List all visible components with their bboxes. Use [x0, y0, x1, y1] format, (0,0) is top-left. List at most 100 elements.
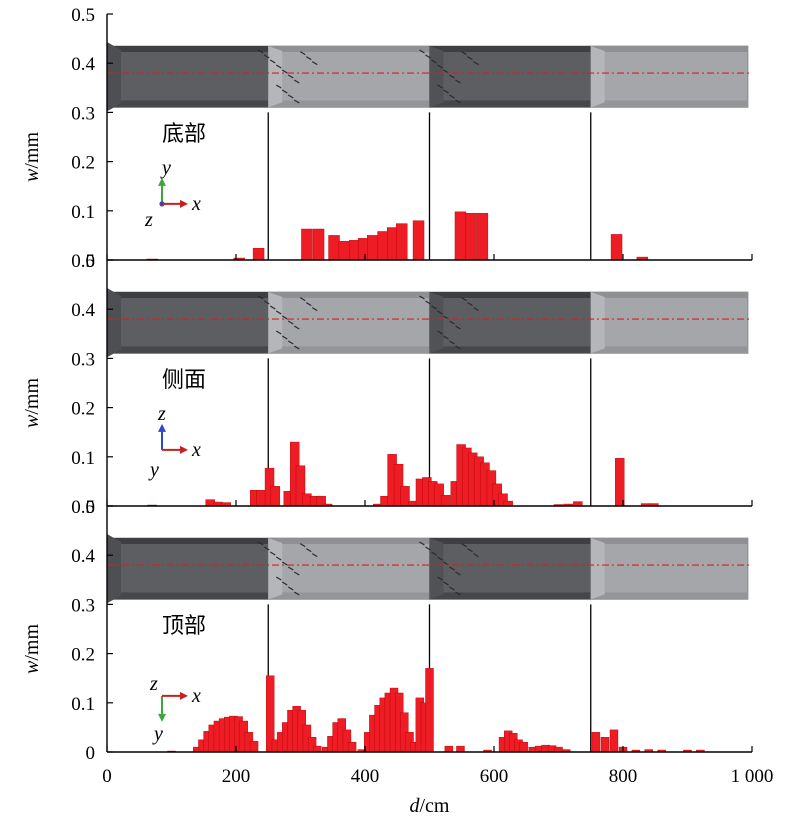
- crack-mark: [311, 307, 318, 312]
- crack-mark: [437, 84, 443, 89]
- pipe-joint: [590, 292, 605, 354]
- crack-mark: [287, 586, 294, 591]
- bar: [476, 213, 489, 261]
- crack-mark: [299, 51, 306, 56]
- crack-mark: [449, 340, 455, 345]
- crack-mark: [269, 551, 276, 556]
- crack-mark: [293, 99, 300, 104]
- pipe-end-cap: [107, 534, 121, 604]
- y-tick-label: 0: [86, 743, 96, 764]
- bar: [454, 211, 467, 261]
- crack-mark: [305, 302, 312, 307]
- bar: [256, 490, 266, 507]
- crack-mark: [449, 566, 455, 571]
- panel-1: 0 0.1 0.2 0.3 0.4 0.5 w/mm 底部 y z x: [21, 5, 753, 272]
- crack-mark: [473, 307, 479, 312]
- crack-mark: [455, 325, 461, 330]
- crack-mark: [443, 89, 449, 94]
- pipe-shade: [268, 46, 430, 52]
- crack-mark: [461, 51, 467, 56]
- y-tick-label: 0.4: [71, 54, 95, 75]
- bar: [440, 494, 451, 507]
- x-tick-label: 0: [102, 766, 112, 787]
- pipe-shade: [590, 292, 748, 298]
- y-tick-label: 0.2: [71, 153, 95, 174]
- bars: [146, 211, 649, 261]
- bar: [465, 213, 477, 261]
- crack-mark: [269, 59, 276, 64]
- crack-mark: [467, 56, 473, 61]
- pipe-shade: [107, 100, 269, 108]
- pipe-segment: [590, 291, 749, 354]
- crack-mark: [281, 69, 288, 74]
- bar: [396, 223, 408, 261]
- y-tick-label: 0.1: [71, 694, 95, 715]
- pipe-shade: [107, 46, 269, 52]
- crack-mark: [431, 305, 437, 310]
- crack-mark: [293, 571, 300, 576]
- pipe-segment: [590, 45, 749, 108]
- bar: [313, 745, 322, 753]
- y-axis-label: w/mm: [21, 378, 43, 428]
- pipe-segment: [267, 291, 430, 354]
- pipe-shade: [590, 346, 748, 354]
- crack-mark: [287, 94, 294, 99]
- crack-mark: [473, 553, 479, 558]
- crack-mark: [293, 345, 300, 350]
- crack-mark: [263, 300, 270, 305]
- crack-mark: [263, 54, 270, 59]
- pipe-shade: [107, 592, 269, 600]
- axis-triad: z y x: [149, 673, 201, 745]
- pipe-shade: [268, 292, 430, 298]
- crack-mark: [437, 330, 443, 335]
- crack-mark: [281, 335, 288, 340]
- crack-mark: [275, 330, 282, 335]
- crack-mark: [437, 64, 443, 69]
- y-tick-label: 0.3: [71, 103, 95, 124]
- crack-mark: [455, 571, 461, 576]
- bar: [591, 732, 601, 753]
- bar: [347, 741, 357, 753]
- bar: [600, 737, 610, 753]
- crack-mark: [461, 543, 467, 548]
- bar: [412, 220, 425, 261]
- bar: [377, 231, 389, 261]
- triad-label-y: y: [160, 157, 171, 179]
- bar: [328, 235, 340, 261]
- pipe-shade: [268, 592, 430, 600]
- pipe-segment: [429, 45, 592, 108]
- pipe-segment: [429, 291, 592, 354]
- crack-mark: [269, 305, 276, 310]
- pipe-segment: [106, 45, 269, 108]
- pipe-joint: [429, 538, 444, 600]
- bar: [609, 729, 619, 753]
- y-tick-label: 0.1: [71, 448, 95, 469]
- pipe-shade: [268, 346, 430, 354]
- crack-mark: [275, 310, 282, 315]
- panel-label: 底部: [162, 122, 206, 147]
- axis-triad: z y x: [148, 403, 201, 481]
- crack-mark: [281, 315, 288, 320]
- pipe-shade: [590, 100, 748, 108]
- crack-mark: [473, 61, 479, 66]
- pipe-joint: [590, 46, 605, 108]
- y-tick-label: 0: [86, 497, 96, 518]
- bar: [301, 228, 313, 261]
- crack-mark: [299, 297, 306, 302]
- pipe-shade: [268, 538, 430, 544]
- x-tick-label: 800: [609, 766, 638, 787]
- triad-head: [158, 713, 166, 722]
- crack-mark: [257, 541, 264, 546]
- pipe-shade: [590, 592, 748, 600]
- pipe-shade: [429, 592, 591, 600]
- crack-mark: [275, 576, 282, 581]
- pipe-render: [106, 534, 752, 604]
- crack-mark: [281, 581, 288, 586]
- crack-mark: [437, 556, 443, 561]
- x-tick-label: 400: [351, 766, 380, 787]
- crack-mark: [287, 74, 294, 79]
- triad-head: [158, 177, 166, 186]
- pipe-shade: [107, 538, 269, 544]
- crack-mark: [425, 54, 431, 59]
